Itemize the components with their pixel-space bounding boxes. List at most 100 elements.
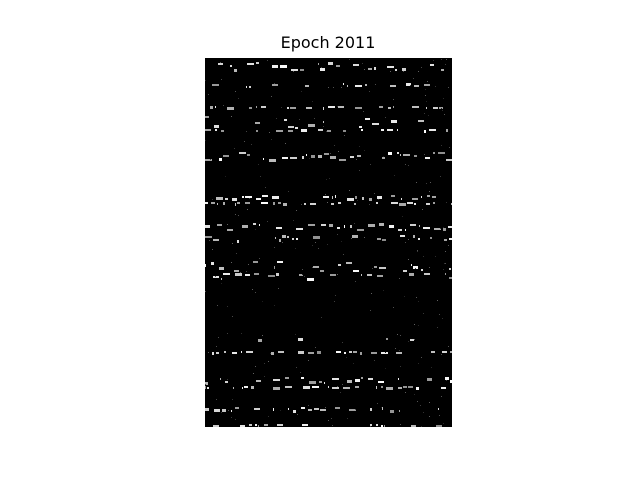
faint-speck <box>208 352 209 353</box>
noise-speck <box>276 273 279 276</box>
noise-speck <box>308 409 312 411</box>
noise-speck <box>431 351 435 353</box>
noise-speck <box>426 203 430 205</box>
faint-speck <box>333 87 334 88</box>
faint-speck <box>331 418 332 419</box>
noise-speck <box>301 129 307 132</box>
noise-speck <box>312 386 319 388</box>
noise-speck <box>418 238 420 240</box>
noise-speck <box>395 69 397 71</box>
faint-speck <box>408 239 409 240</box>
noise-speck <box>251 386 254 389</box>
noise-speck <box>413 235 415 238</box>
faint-speck <box>218 337 219 338</box>
noise-speck <box>205 236 212 238</box>
noise-speck <box>376 424 378 426</box>
faint-speck <box>246 271 247 272</box>
noise-speck <box>224 351 226 353</box>
noise-speck <box>282 235 286 238</box>
generated-image <box>205 58 452 427</box>
faint-speck <box>416 297 417 298</box>
faint-speck <box>351 238 352 239</box>
noise-speck <box>414 155 417 157</box>
noise-speck <box>296 228 303 230</box>
faint-speck <box>220 62 221 63</box>
noise-speck <box>418 120 424 122</box>
noise-speck <box>218 63 223 65</box>
noise-speck <box>258 425 259 427</box>
faint-speck <box>235 419 236 420</box>
noise-speck <box>268 275 275 277</box>
faint-speck <box>426 101 427 102</box>
faint-speck <box>205 291 206 292</box>
faint-speck <box>280 410 281 411</box>
noise-speck <box>427 195 430 197</box>
faint-speck <box>359 146 360 147</box>
faint-speck <box>314 118 315 119</box>
noise-speck <box>449 268 451 270</box>
faint-speck <box>301 91 302 92</box>
faint-speck <box>370 310 371 311</box>
noise-speck <box>388 107 391 109</box>
noise-speck <box>330 274 336 276</box>
faint-speck <box>252 289 253 290</box>
faint-speck <box>424 154 425 155</box>
faint-speck <box>267 221 268 222</box>
faint-speck <box>308 405 309 406</box>
noise-speck <box>215 129 217 131</box>
faint-speck <box>312 101 313 102</box>
faint-speck <box>400 366 401 367</box>
noise-speck <box>249 107 252 109</box>
noise-speck <box>262 195 268 197</box>
noise-speck <box>391 195 395 197</box>
faint-speck <box>240 272 241 273</box>
noise-speck <box>335 195 336 198</box>
faint-speck <box>302 269 303 270</box>
noise-speck <box>223 155 229 157</box>
faint-speck <box>341 241 342 242</box>
faint-speck <box>238 215 239 216</box>
faint-speck <box>355 409 356 410</box>
noise-speck <box>451 203 452 205</box>
faint-speck <box>381 407 382 408</box>
faint-speck <box>288 191 289 192</box>
noise-speck <box>306 107 312 109</box>
faint-speck <box>374 193 375 194</box>
noise-speck <box>416 387 419 390</box>
faint-speck <box>423 313 424 314</box>
noise-speck <box>332 196 333 199</box>
faint-speck <box>231 116 232 117</box>
faint-speck <box>403 71 404 72</box>
faint-speck <box>281 107 282 108</box>
faint-speck <box>321 67 322 68</box>
noise-speck <box>381 425 383 427</box>
noise-speck <box>344 352 346 354</box>
noise-speck <box>205 264 206 267</box>
noise-speck <box>413 266 418 269</box>
noise-speck <box>205 382 208 385</box>
faint-speck <box>435 256 436 257</box>
faint-speck <box>433 60 434 61</box>
faint-speck <box>383 290 384 291</box>
noise-speck <box>279 239 281 242</box>
faint-speck <box>385 117 386 118</box>
faint-speck <box>328 420 329 421</box>
noise-speck <box>386 387 393 390</box>
faint-speck <box>441 354 442 355</box>
noise-speck <box>389 225 394 228</box>
noise-speck <box>430 64 434 66</box>
faint-speck <box>378 199 379 200</box>
noise-speck <box>249 86 251 88</box>
noise-speck <box>401 198 402 200</box>
faint-speck <box>404 296 405 297</box>
faint-speck <box>448 245 449 246</box>
faint-speck <box>424 113 425 114</box>
noise-speck <box>436 425 442 427</box>
noise-speck <box>390 410 394 413</box>
noise-speck <box>242 387 243 389</box>
noise-speck <box>328 62 333 65</box>
faint-speck <box>338 151 339 152</box>
faint-speck <box>416 182 417 183</box>
faint-speck <box>408 165 409 166</box>
noise-speck <box>370 408 372 411</box>
